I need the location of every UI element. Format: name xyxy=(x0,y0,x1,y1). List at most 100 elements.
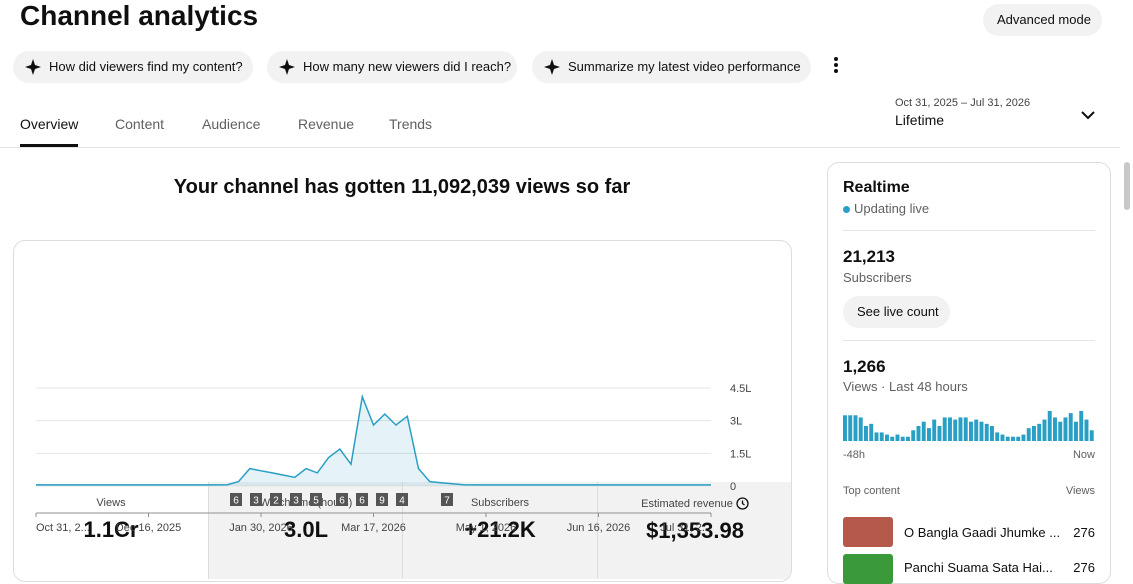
subscriber-count: 21,213 xyxy=(843,247,895,266)
metric-tab[interactable]: Views 1.1Cr xyxy=(14,482,208,579)
annotation-marker xyxy=(376,493,388,506)
chevron-icon[interactable] xyxy=(1080,108,1096,122)
realtime-card: Realtime Updating live 21,213 Subscriber… xyxy=(827,162,1111,584)
tab-indicator xyxy=(20,144,78,147)
metric-tab[interactable]: Estimated revenue $1,353.98 xyxy=(597,482,791,579)
x-tick-label: May 1, 2026 xyxy=(456,522,517,534)
views-chart: 0 1.5L 3L 4.5L Oct 31, 2... Dec 16, 2025 Jan 3… xyxy=(35,383,751,534)
bar xyxy=(963,417,968,441)
divider xyxy=(0,147,1120,148)
bar xyxy=(874,432,879,441)
prompt-chip[interactable]: Summarize my latest video performance xyxy=(532,51,811,83)
page-title: Channel analytics xyxy=(20,0,259,31)
headline: Your channel has gotten 11,092,039 views… xyxy=(173,176,631,198)
bar xyxy=(1084,419,1089,441)
live-count-button[interactable]: See live count xyxy=(843,296,950,328)
annotation-marker xyxy=(336,493,348,506)
bar xyxy=(853,415,858,441)
tab-overview[interactable]: Overview xyxy=(20,116,79,132)
annotation-label: 6 xyxy=(359,496,365,507)
bar xyxy=(890,436,895,441)
views-count: 1,266 xyxy=(843,357,886,376)
annotation-marker xyxy=(356,493,368,506)
bar xyxy=(921,421,926,441)
metric-tab[interactable]: Watch time (hours) 3.0L xyxy=(208,482,403,579)
bar xyxy=(1000,434,1005,441)
bar xyxy=(1079,411,1084,441)
metric-label: Views xyxy=(96,497,126,509)
metric-label: Subscribers xyxy=(470,497,530,509)
bar xyxy=(1005,436,1010,441)
bar xyxy=(1016,436,1021,441)
scrollbar[interactable] xyxy=(1124,162,1130,210)
video-views: 276 xyxy=(1073,525,1095,540)
metric-label: Watch time (hours) xyxy=(259,497,353,509)
prompt-chip[interactable]: How did viewers find my content? xyxy=(13,51,253,83)
sparkle-icon xyxy=(544,59,560,75)
bar xyxy=(1037,423,1042,441)
bar xyxy=(1063,417,1068,441)
live-status: Updating live xyxy=(843,201,929,216)
video-title[interactable]: Panchi Suama Sata Hai... xyxy=(904,560,1053,575)
x-tick-label: Jul 31, 2... xyxy=(660,522,711,534)
bars-end-label: Now xyxy=(1072,449,1095,461)
tab[interactable]: Trends xyxy=(389,116,433,132)
bar xyxy=(885,434,889,441)
metric-tab[interactable]: Subscribers +21.2K xyxy=(402,482,597,579)
bar xyxy=(995,432,1000,441)
metrics-card: Views 1.1Cr Watch time (hours) 3.0L Subscr… xyxy=(13,240,792,582)
tab[interactable]: Revenue xyxy=(298,116,355,132)
thumbnail xyxy=(843,554,893,584)
video-title[interactable]: O Bangla Gaadi Jhumke ... xyxy=(904,525,1061,540)
annotation-marker xyxy=(230,493,242,506)
bar xyxy=(1032,426,1036,441)
annotation-label: 9 xyxy=(379,496,385,507)
realtime-bars xyxy=(843,411,1094,441)
bar xyxy=(990,426,994,441)
bar xyxy=(969,421,973,441)
bar xyxy=(916,426,921,441)
metric-label: Estimated revenue xyxy=(598,497,791,510)
tab[interactable]: Content xyxy=(115,116,165,132)
line xyxy=(36,393,711,486)
metric-value: +21.2K xyxy=(464,517,536,542)
annotation-marker xyxy=(310,493,322,506)
annotation-marker xyxy=(250,493,262,506)
bar xyxy=(948,417,952,441)
label-text: Estimated revenue xyxy=(641,498,733,510)
x-tick-label: Jan 30, 2026 xyxy=(229,522,293,534)
tab[interactable]: Audience xyxy=(202,116,261,132)
annotation-marker xyxy=(290,493,302,506)
x-tick-label: Mar 17, 2026 xyxy=(341,522,406,534)
annotation-label: 7 xyxy=(444,496,450,507)
bar xyxy=(869,423,874,441)
bar xyxy=(1074,421,1078,441)
prompt-chip[interactable]: How many new viewers did I reach? xyxy=(267,51,517,83)
bar xyxy=(1068,413,1073,441)
date-range-label[interactable]: Lifetime xyxy=(895,112,945,128)
prompt-text: How many new viewers did I reach? xyxy=(303,59,512,74)
top-content-title: Top content xyxy=(843,485,900,497)
x-tick-label: Oct 31, 2... xyxy=(36,522,90,534)
status-text: Updating live xyxy=(854,201,930,216)
bar xyxy=(1042,419,1047,441)
annotation-label: 3 xyxy=(253,496,259,507)
metric-value: 1.1Cr xyxy=(83,517,139,542)
metric-value: $1,353.98 xyxy=(646,518,744,543)
advanced-mode-button[interactable]: Advanced mode xyxy=(983,4,1102,36)
divider xyxy=(843,230,1095,231)
y-tick-label: 0 xyxy=(730,481,736,493)
views-label: Views · Last 48 hours xyxy=(843,379,968,394)
more-menu-icon[interactable] xyxy=(830,56,842,74)
bar xyxy=(1089,430,1094,441)
bar xyxy=(895,434,900,441)
x-tick-label: Dec 16, 2025 xyxy=(116,522,181,534)
bar xyxy=(974,419,979,441)
bar xyxy=(958,417,963,441)
bar xyxy=(932,419,937,441)
annotation-marker xyxy=(270,493,282,506)
bar xyxy=(937,426,942,441)
annotation-label: 4 xyxy=(399,496,405,507)
bar xyxy=(906,436,910,441)
